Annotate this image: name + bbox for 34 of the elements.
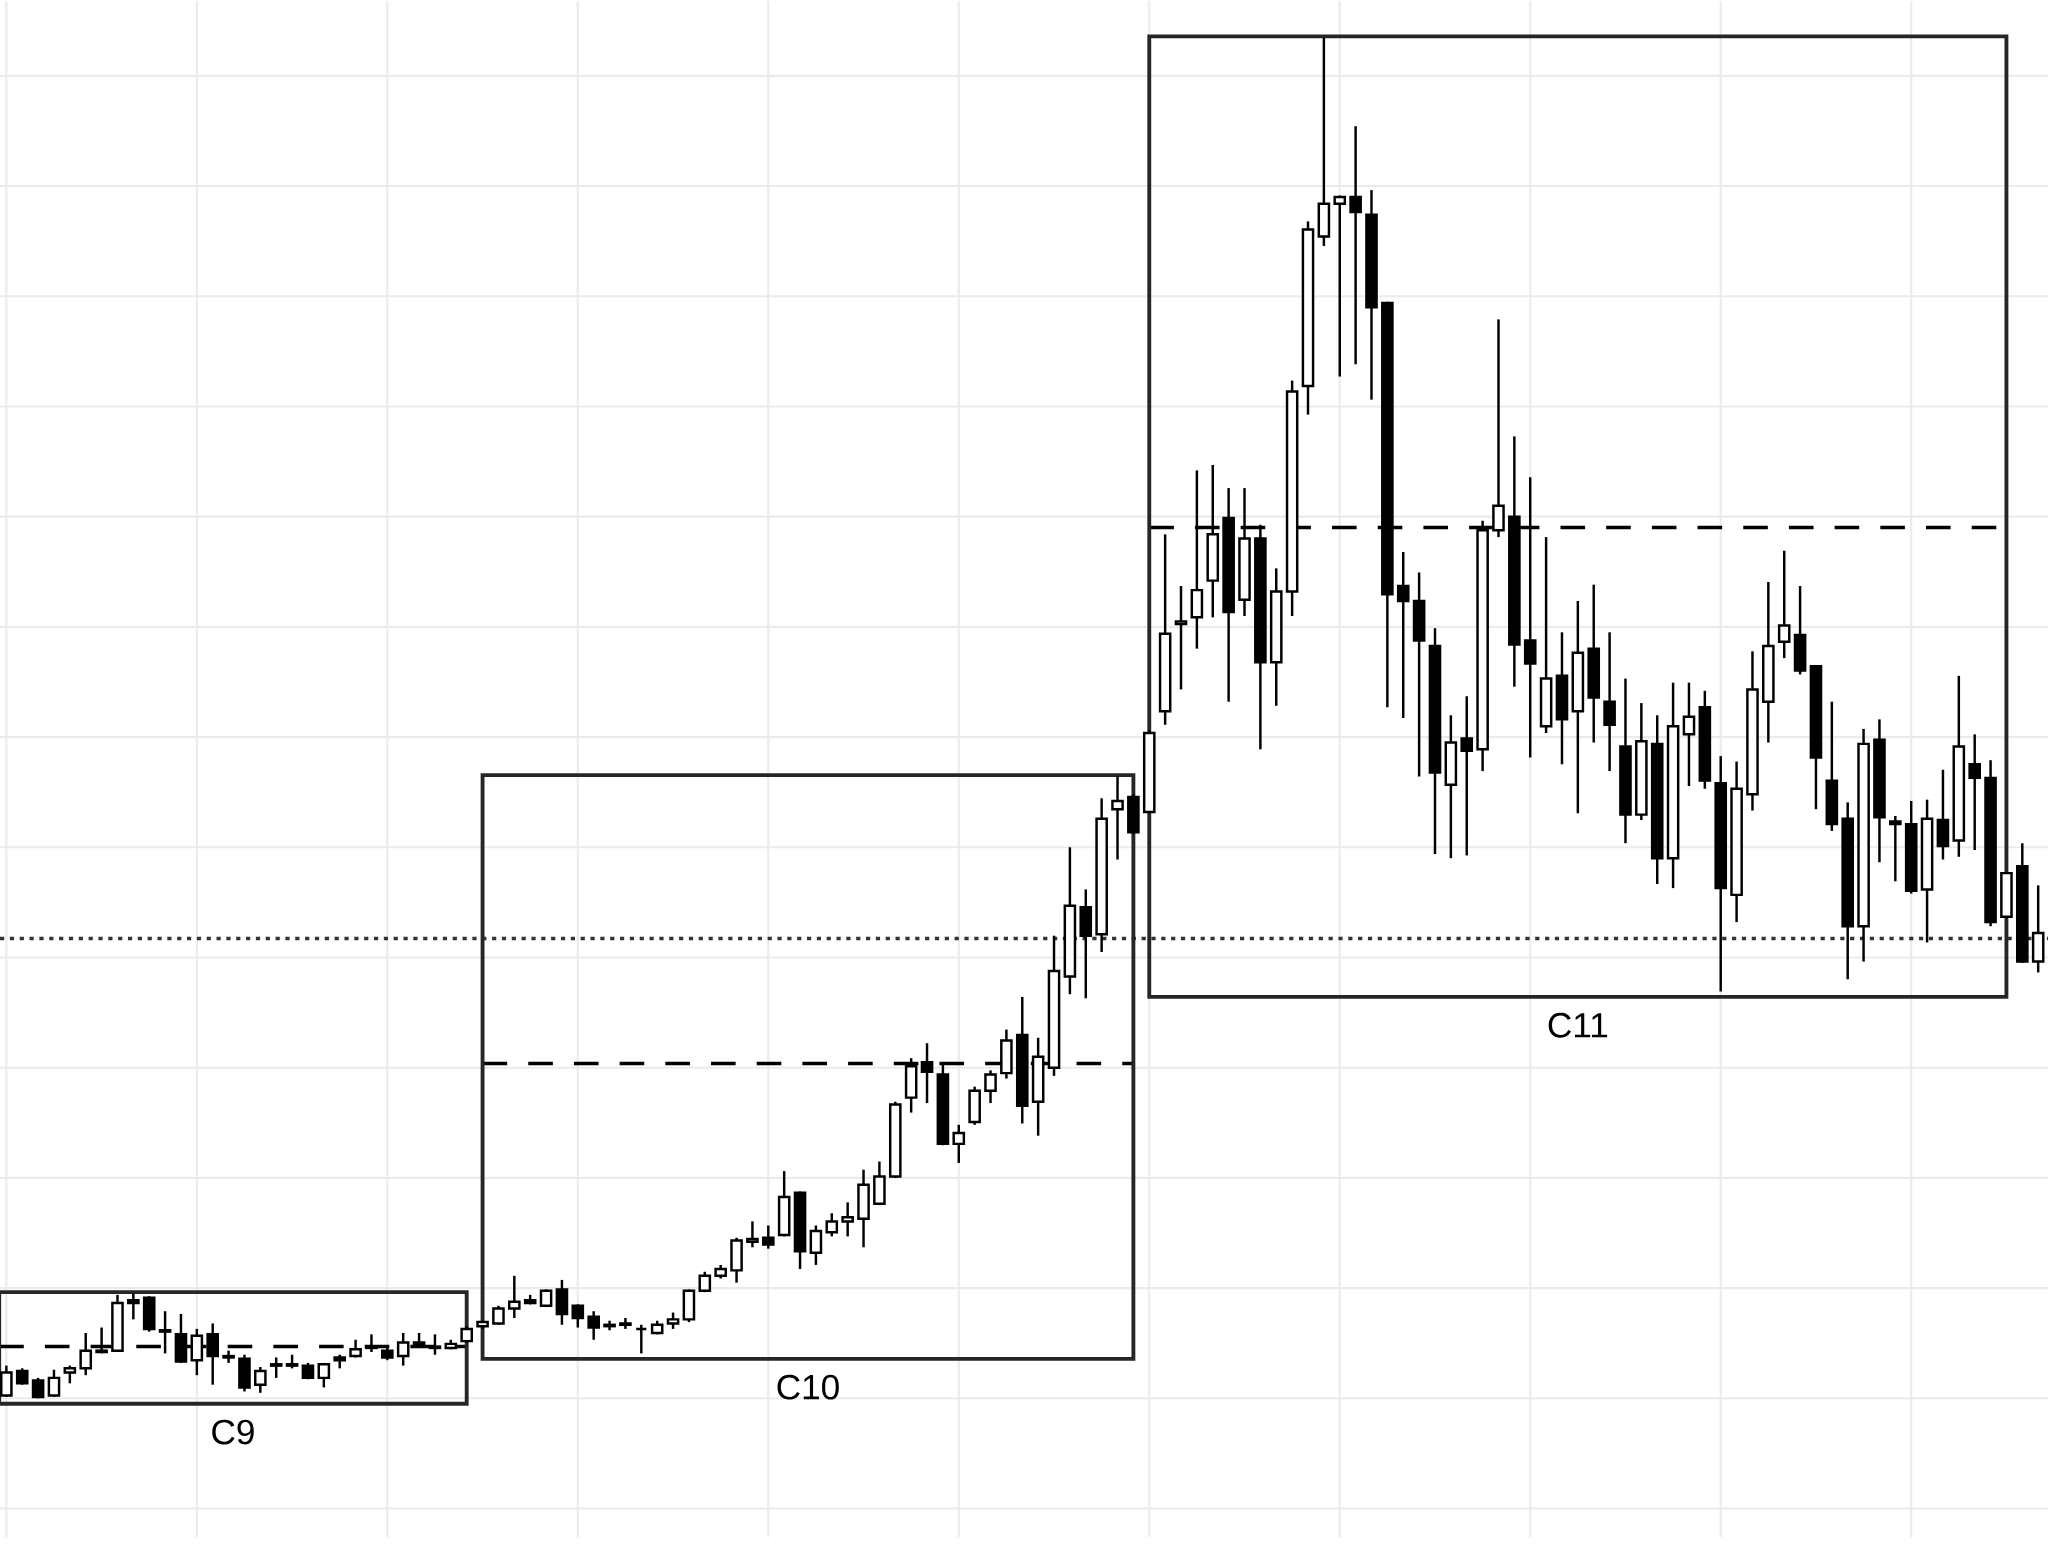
candlestick <box>825 1211 839 1238</box>
candlestick <box>127 1292 140 1321</box>
candlestick <box>634 1323 648 1355</box>
annotation: C10 <box>777 1374 839 1400</box>
candlestick <box>1174 584 1188 691</box>
candlestick <box>1349 124 1362 366</box>
candlestick <box>492 1304 505 1326</box>
candlestick <box>1889 814 1902 883</box>
candlestick <box>1682 681 1696 788</box>
candlestick <box>47 1368 61 1399</box>
candlestick <box>1396 550 1410 720</box>
candlestick <box>841 1201 854 1238</box>
candlestick <box>1460 694 1474 857</box>
candlestick <box>984 1069 997 1105</box>
text: C9 <box>212 1419 254 1445</box>
candlestick <box>952 1123 966 1165</box>
candlestick <box>746 1220 759 1249</box>
candlestick <box>1968 733 1981 852</box>
candlestick <box>254 1365 267 1394</box>
candlestick <box>1603 630 1616 773</box>
candlestick <box>809 1224 823 1267</box>
candlestick <box>587 1309 600 1341</box>
candlestick <box>0 1364 13 1399</box>
candlestick <box>508 1274 521 1320</box>
candlestick <box>1777 549 1791 660</box>
candlestick <box>761 1224 775 1250</box>
candlestick <box>1111 775 1124 861</box>
annotation: C11 <box>1548 1012 1608 1038</box>
candlestick <box>571 1303 585 1329</box>
candlestick <box>920 1041 934 1105</box>
candlestick <box>1333 194 1347 378</box>
candlestick <box>158 1309 172 1355</box>
candlestick <box>317 1361 331 1389</box>
candlestick <box>269 1356 283 1380</box>
